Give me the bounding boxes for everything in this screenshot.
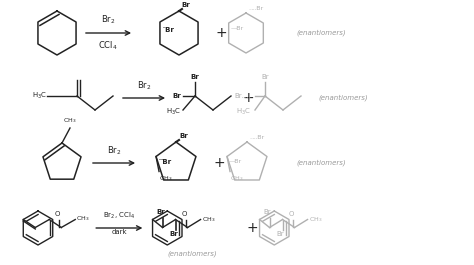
- Text: Br: Br: [191, 74, 200, 80]
- Text: dark: dark: [111, 229, 127, 235]
- Text: CH$_3$: CH$_3$: [230, 175, 244, 183]
- Text: (enantiomers): (enantiomers): [296, 30, 346, 36]
- Text: Br$_2$: Br$_2$: [137, 80, 151, 92]
- Text: Br: Br: [261, 74, 269, 80]
- Text: CH$_3$: CH$_3$: [309, 215, 322, 224]
- Text: H$_3$C: H$_3$C: [236, 107, 251, 117]
- Text: Br: Br: [277, 232, 284, 237]
- Text: (enantiomers): (enantiomers): [318, 95, 368, 101]
- Text: —Br: —Br: [231, 26, 244, 31]
- Text: CH$_3$: CH$_3$: [201, 215, 215, 224]
- Text: Br$_2$: Br$_2$: [101, 14, 115, 26]
- Text: +: +: [215, 26, 227, 40]
- Text: Br: Br: [169, 232, 178, 237]
- Text: (enantiomers): (enantiomers): [296, 160, 346, 166]
- Text: O: O: [55, 211, 60, 218]
- Text: Br: Br: [264, 210, 272, 215]
- Text: ″Br: ″Br: [163, 27, 175, 33]
- Text: H$_3$C: H$_3$C: [166, 107, 181, 117]
- Text: Br$_2$, CCl$_4$: Br$_2$, CCl$_4$: [103, 211, 136, 221]
- Text: O: O: [289, 211, 294, 218]
- Text: ‥‥Br: ‥‥Br: [248, 6, 263, 11]
- Text: CH$_3$: CH$_3$: [63, 116, 77, 125]
- Text: CH$_3$: CH$_3$: [159, 175, 173, 183]
- Text: Br: Br: [156, 210, 165, 215]
- Text: ‴Br: ‴Br: [159, 158, 172, 165]
- Text: CH$_3$: CH$_3$: [76, 214, 90, 223]
- Text: O: O: [182, 211, 187, 218]
- Text: +: +: [246, 221, 258, 235]
- Text: +: +: [242, 91, 254, 105]
- Text: +: +: [213, 156, 225, 170]
- Text: —Br: —Br: [229, 158, 242, 164]
- Text: Br‥‥: Br‥‥: [234, 93, 251, 99]
- Text: ‥‥Br: ‥‥Br: [249, 135, 264, 140]
- Text: H$_3$C: H$_3$C: [32, 91, 47, 101]
- Text: (enantiomers): (enantiomers): [167, 250, 217, 257]
- Text: Br: Br: [172, 93, 181, 99]
- Text: CCl$_4$: CCl$_4$: [98, 40, 118, 52]
- Text: Br$_2$: Br$_2$: [107, 144, 121, 157]
- Text: Br: Br: [179, 133, 188, 139]
- Text: Br: Br: [181, 2, 190, 8]
